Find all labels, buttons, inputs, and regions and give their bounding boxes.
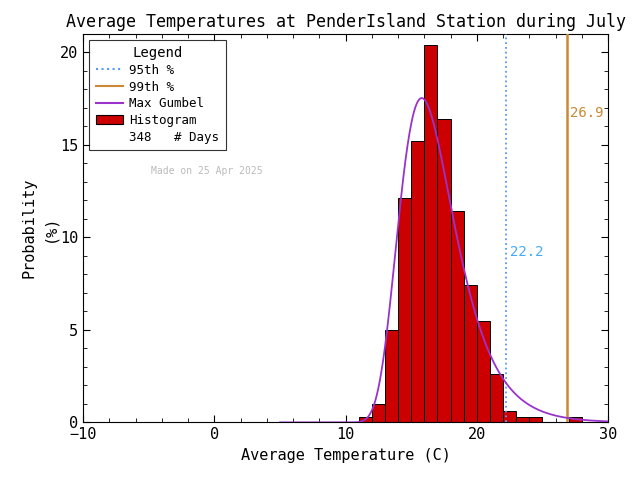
Bar <box>398 198 411 422</box>
Bar <box>372 404 385 422</box>
Title: Average Temperatures at PenderIsland Station during July: Average Temperatures at PenderIsland Sta… <box>65 12 625 31</box>
Bar <box>490 374 503 422</box>
Bar <box>529 417 543 422</box>
Text: 26.9: 26.9 <box>570 106 604 120</box>
Bar <box>516 417 529 422</box>
Bar <box>477 321 490 422</box>
Y-axis label: Probability
(%): Probability (%) <box>21 178 58 278</box>
Bar <box>424 45 438 422</box>
Text: 22.2: 22.2 <box>509 245 543 259</box>
Bar <box>463 286 477 422</box>
Bar <box>568 417 582 422</box>
Bar <box>411 141 424 422</box>
Bar <box>385 330 398 422</box>
Text: Made on 25 Apr 2025: Made on 25 Apr 2025 <box>152 166 263 176</box>
X-axis label: Average Temperature (C): Average Temperature (C) <box>241 448 451 463</box>
Bar <box>503 411 516 422</box>
Bar <box>451 211 463 422</box>
Bar <box>438 119 451 422</box>
Legend: 95th %, 99th %, Max Gumbel, Histogram, 348   # Days: 95th %, 99th %, Max Gumbel, Histogram, 3… <box>90 40 226 150</box>
Bar <box>358 417 372 422</box>
